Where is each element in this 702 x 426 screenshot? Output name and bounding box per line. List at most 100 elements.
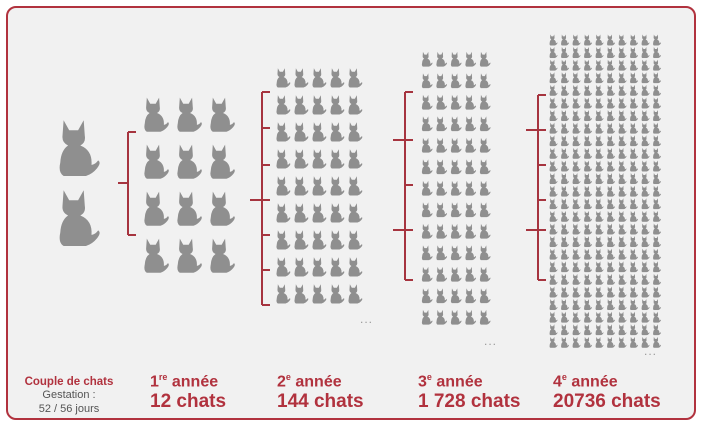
cat-icon [653,135,661,146]
cat-icon [607,47,615,58]
cat-icon [330,122,344,141]
cat-icon [573,223,581,234]
cat-icon [642,211,650,222]
cat-icon [573,236,581,247]
cat-icon [550,72,558,83]
cat-icon [177,192,201,226]
cat-icon [630,261,638,272]
cat-icon [619,60,627,71]
cat-icon [422,116,433,131]
cat-icon [573,97,581,108]
cat-icon [584,60,592,71]
cat-icon [607,110,615,121]
cat-icon [561,223,569,234]
cat-icon [276,122,290,141]
cat-icon [630,186,638,197]
cat-icon [642,60,650,71]
cat-icon [312,95,326,114]
cat-icon [584,299,592,310]
cat-icon [312,257,326,276]
year-label: 1re année12 chats [150,372,226,413]
bracket [250,92,270,305]
cat-icon [642,72,650,83]
cat-icon [330,230,344,249]
cat-icon [436,224,447,239]
cat-icon [642,123,650,134]
cat-icon [422,52,433,67]
cat-icon [550,312,558,323]
cat-icon [348,95,362,114]
cat-icon [607,299,615,310]
cat-icon [630,223,638,234]
cat-icon [607,186,615,197]
cat-icon [422,202,433,217]
cat-icon [642,47,650,58]
cat-icon [630,123,638,134]
cat-icon [642,274,650,285]
cat-icon [561,236,569,247]
year-word: année [295,373,341,390]
cat-icon [607,274,615,285]
gestation-days: 52 / 56 jours [14,402,124,416]
cat-icon [630,34,638,45]
cat-icon [596,135,604,146]
cat-icon [619,223,627,234]
cat-icon [561,173,569,184]
cat-icon [607,286,615,297]
cat-icon [451,181,462,196]
cat-icon [584,198,592,209]
cat-icon [422,181,433,196]
year-title: 1re année [150,372,226,391]
cat-icon [596,261,604,272]
cat-icon [573,299,581,310]
cat-icon [480,138,491,153]
cat-icon [330,284,344,303]
cat-icon [480,267,491,282]
cat-icon [348,284,362,303]
cat-icon [294,230,308,249]
cat-icon [480,116,491,131]
cat-icon [550,198,558,209]
cat-icon [607,223,615,234]
cat-icon [584,160,592,171]
cat-icon [348,122,362,141]
cat-icon [561,97,569,108]
cat-icon [642,261,650,272]
cat-icon [584,72,592,83]
cat-icon [630,286,638,297]
cat-icon [653,286,661,297]
cat-icon [596,299,604,310]
cat-icon [550,47,558,58]
cat-icon [60,190,100,246]
cat-icon [144,239,168,273]
cat-icon [465,245,476,260]
cat-icon [573,261,581,272]
cat-icon [561,249,569,260]
cat-icon [653,312,661,323]
cat-icon [436,52,447,67]
cat-icon [294,149,308,168]
cat-icon [561,135,569,146]
cat-icon [312,284,326,303]
cat-icon [619,249,627,260]
cat-icon [210,192,234,226]
cat-icon [480,310,491,325]
cat-icon [607,337,615,348]
cat-icon [584,34,592,45]
cat-icon [561,47,569,58]
cat-icon [596,85,604,96]
cat-icon [653,186,661,197]
cat-icon [596,47,604,58]
cat-icon [550,274,558,285]
cat-icon [312,176,326,195]
cat-icon [619,47,627,58]
cat-icon [573,173,581,184]
cat-icon [619,160,627,171]
cat-icon [451,267,462,282]
cat-icon [630,47,638,58]
cat-icon [642,249,650,260]
cat-icon [596,198,604,209]
cat-icon [584,286,592,297]
cat-icon [480,52,491,67]
cat-icon [573,72,581,83]
